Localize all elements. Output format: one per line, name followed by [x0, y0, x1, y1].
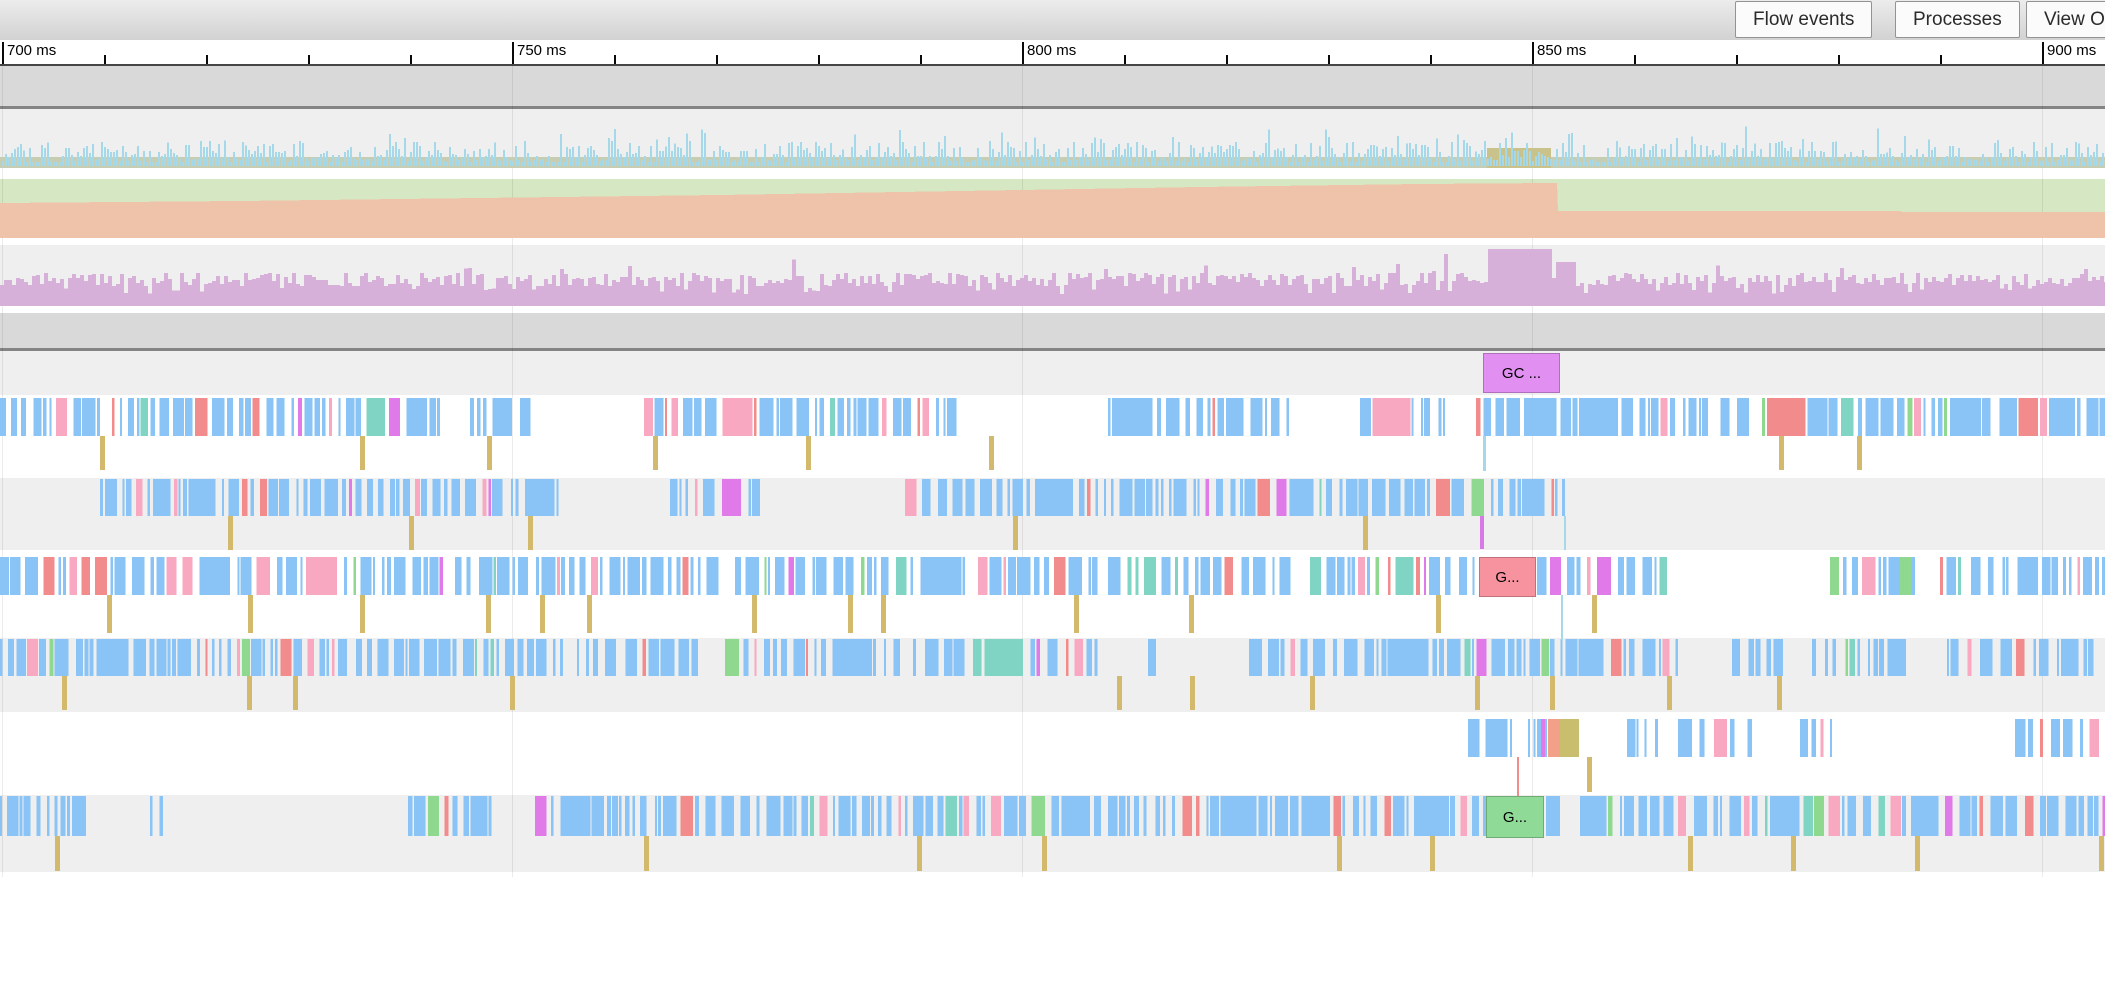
processes-button[interactable]: Processes: [1895, 1, 2020, 38]
ruler-minor-tick: [1226, 55, 1228, 64]
app-toolbar: Flow events Processes View Options: [0, 0, 2105, 40]
ruler-minor-tick: [1940, 55, 1942, 64]
gridline: [1532, 66, 1533, 877]
header-divider-line-bottom: [0, 348, 2105, 351]
thread-row-3-bg: [0, 550, 2105, 638]
ruler-minor-tick: [614, 55, 616, 64]
green-g-event-chip[interactable]: G...: [1486, 796, 1544, 838]
ruler-minor-tick: [104, 55, 106, 64]
flow-events-button[interactable]: Flow events: [1735, 1, 1873, 38]
ruler-minor-tick: [410, 55, 412, 64]
gc-event-chip[interactable]: GC ...: [1483, 353, 1560, 393]
ruler-minor-tick: [1838, 55, 1840, 64]
ruler-major-tick: [512, 42, 514, 64]
ruler-minor-tick: [1430, 55, 1432, 64]
ruler-minor-tick: [206, 55, 208, 64]
ruler-minor-tick: [920, 55, 922, 64]
ruler-minor-tick: [308, 55, 310, 64]
pink-g-event-chip[interactable]: G...: [1479, 557, 1536, 597]
ruler-major-tick: [1532, 42, 1534, 64]
thread-row-5-bg: [0, 712, 2105, 795]
gridline: [2042, 66, 2043, 877]
ruler-label: 900 ms: [2047, 42, 2097, 59]
ruler-label: 700 ms: [7, 42, 57, 59]
view-options-button[interactable]: View Options: [2026, 1, 2105, 38]
ruler-label: 850 ms: [1537, 42, 1587, 59]
ruler-major-tick: [2, 42, 4, 64]
ruler-major-tick: [2042, 42, 2044, 64]
gc-marker-row-bg: [0, 351, 2105, 395]
ruler-minor-tick: [1634, 55, 1636, 64]
ruler-label: 750 ms: [517, 42, 567, 59]
gridline: [512, 66, 513, 877]
gridline: [1022, 66, 1023, 877]
ruler-minor-tick: [818, 55, 820, 64]
ruler-major-tick: [1022, 42, 1024, 64]
time-ruler[interactable]: 700 ms 750 ms 800 ms 850 ms 900 ms: [0, 40, 2105, 66]
ruler-minor-tick: [1736, 55, 1738, 64]
gridline: [2, 66, 3, 877]
ruler-minor-tick: [1328, 55, 1330, 64]
collapsed-header-band-bottom: [0, 313, 2105, 348]
ruler-minor-tick: [716, 55, 718, 64]
header-divider-line-top: [0, 106, 2105, 109]
ruler-minor-tick: [1124, 55, 1126, 64]
collapsed-header-band-top: [0, 66, 2105, 106]
ruler-label: 800 ms: [1027, 42, 1077, 59]
